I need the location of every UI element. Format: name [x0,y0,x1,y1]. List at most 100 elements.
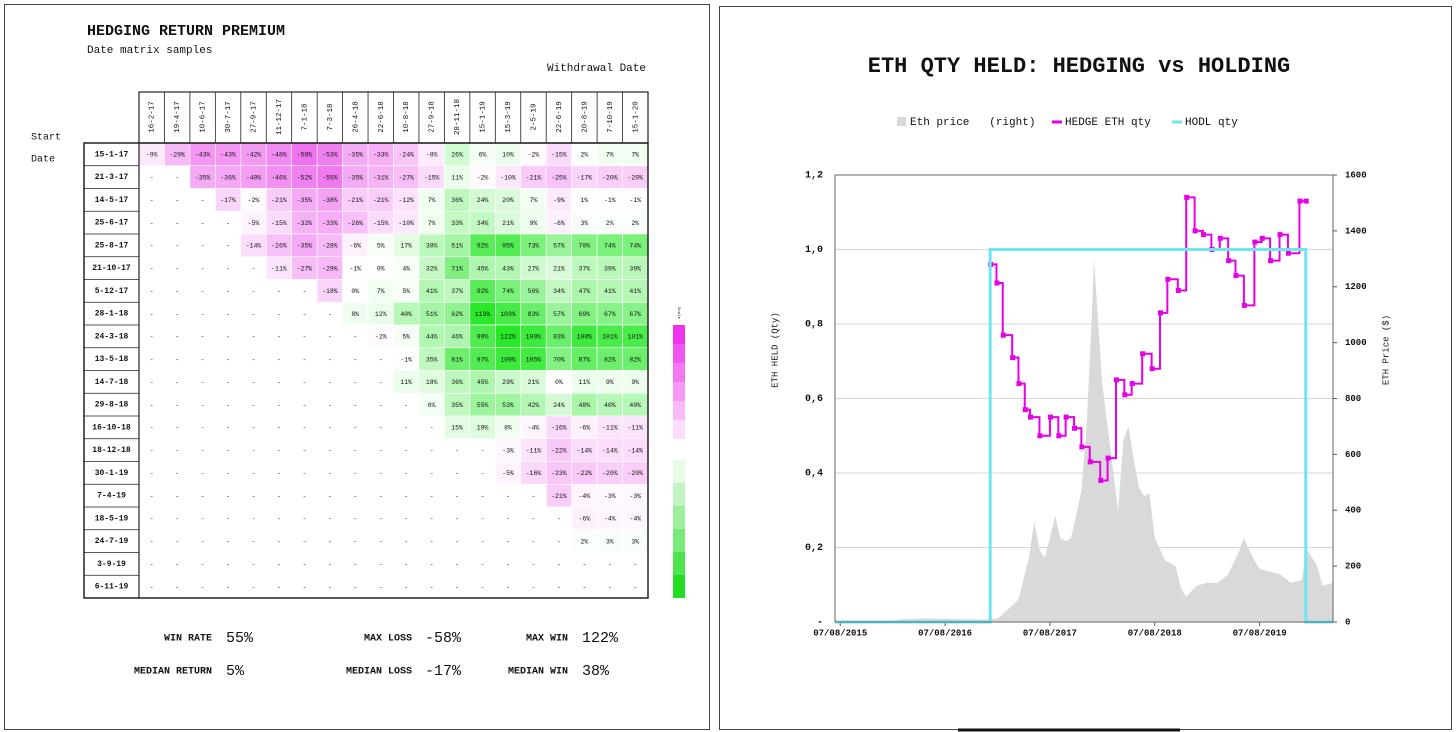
cell-value: 35% [426,356,438,363]
hedge-marker [1129,381,1135,387]
cell-value: 6% [428,402,436,409]
hedge-marker [1158,310,1164,316]
cell-value: - [302,561,306,568]
cell-value: - [302,447,306,454]
cell-value: -20% [602,470,618,477]
hedge-marker [1072,425,1078,431]
cell-value: 47% [579,288,591,295]
cell-value: -22% [551,447,567,454]
cell-value: - [201,425,205,432]
stat-label: MEDIAN LOSS [346,667,412,678]
cell-value: - [175,538,179,545]
cell-value: -11% [271,265,287,272]
cell-value: - [557,516,561,523]
cell-value: - [201,379,205,386]
hedge-marker [1297,198,1303,204]
cell-value: - [430,493,434,500]
cell-value: - [226,243,230,250]
cell-value: - [226,516,230,523]
cell-value: - [201,538,205,545]
cell-value: - [353,561,357,568]
y-tick-label: 0,6 [805,394,823,405]
cell-value: - [532,538,536,545]
cell-value: -14% [246,243,262,250]
scale-label: Scale [676,307,681,320]
cell-value: - [404,538,408,545]
cell-value: 9% [530,220,538,227]
row-label: 18-12-18 [92,446,131,455]
cell-value: - [302,538,306,545]
cell-value: - [277,311,281,318]
cell-value: 1% [580,197,588,204]
cell-value: 99% [477,334,489,341]
hedge-marker [1079,444,1085,450]
y-tick-label: 0,2 [805,543,823,554]
cell-value: - [226,265,230,272]
cell-value: -15% [424,174,440,181]
y2-tick-label: 1600 [1345,170,1367,180]
legend-swatch [897,117,906,126]
cell-value: - [201,356,205,363]
cell-value: 46% [451,334,463,341]
cell-value: 119% [475,311,491,318]
y-axis-label: ETH HELD (Qty) [770,312,780,388]
stat-value: 38% [582,663,610,680]
cell-value: - [328,470,332,477]
cell-value: - [455,493,459,500]
cell-value: - [532,584,536,591]
cell-value: 2% [606,220,614,227]
cell-value: -21% [271,197,287,204]
cell-value: -10% [500,174,516,181]
column-label: 26-4-18 [352,101,360,133]
cell-value: - [582,584,586,591]
x-tick-label: 07/08/2017 [1023,628,1077,638]
cell-value: -4% [604,516,616,523]
cell-value: - [353,402,357,409]
cell-value: - [302,493,306,500]
cell-value: - [379,425,383,432]
cell-value: - [532,516,536,523]
cell-value: -1% [604,197,616,204]
cell-value: -5% [502,470,514,477]
cell-value: 38% [426,243,438,250]
cell-value: - [252,288,256,295]
cell-value: - [150,447,154,454]
cell-value: -11% [627,425,643,432]
cell-value: -29% [169,152,185,159]
hedge-marker [1022,407,1028,413]
cell-value: - [328,379,332,386]
cell-value: -35% [297,197,313,204]
column-label: 16-2-17 [149,101,157,133]
cell-value: -33% [322,220,338,227]
cell-value: 101% [602,334,618,341]
legend-label: HODL qty [1185,117,1238,129]
cell-value: 87% [579,356,591,363]
cell-value: - [175,311,179,318]
hedge-marker [1184,194,1190,200]
column-label: 7-10-19 [607,101,615,133]
cell-value: - [430,516,434,523]
row-label: 24-3-18 [95,332,129,341]
cell-value: - [379,379,383,386]
scale-swatch [673,529,685,552]
scale-swatch [673,483,685,506]
cell-value: -6% [579,516,591,523]
cell-value: - [379,402,383,409]
cell-value: 83% [528,311,540,318]
cell-value: - [150,402,154,409]
cell-value: 3% [631,538,639,545]
cell-value: - [201,197,205,204]
cell-value: -4% [629,516,641,523]
cell-value: 108% [577,334,593,341]
cell-value: - [404,561,408,568]
cell-value: 40% [400,311,412,318]
cell-value: -14% [602,447,618,454]
y-tick-label: 1,2 [805,171,823,182]
cell-value: -2% [528,152,540,159]
hedge-marker [1268,258,1274,264]
row-label: 21-3-17 [95,173,129,182]
cell-value: - [175,265,179,272]
column-label: 15-1-19 [480,101,488,133]
cell-value: 4% [402,265,410,272]
cell-value: -40% [246,174,262,181]
